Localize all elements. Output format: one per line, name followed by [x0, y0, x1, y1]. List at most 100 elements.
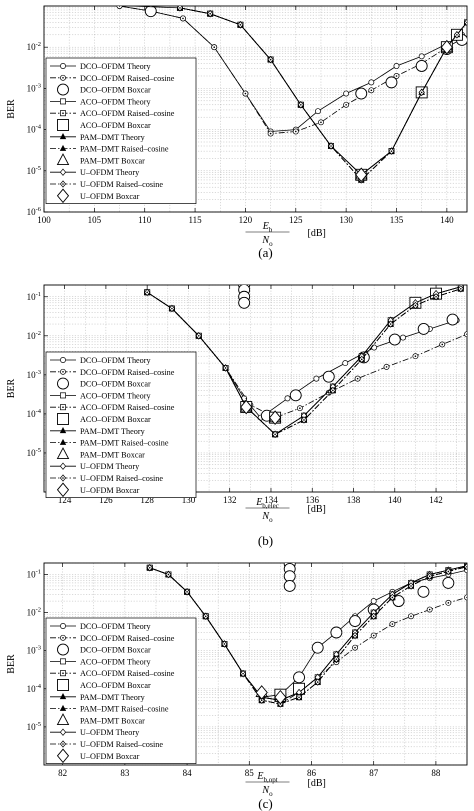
y-tick-label: 10-2 — [27, 330, 41, 341]
data-point-center — [395, 75, 398, 77]
legend-entry: U–OFDM Boxcar — [80, 752, 140, 761]
data-point-center — [118, 6, 121, 7]
data-point-center — [441, 343, 444, 346]
x-tick-label: 134 — [264, 495, 278, 505]
legend-entry: ACO–OFDM Theory — [80, 97, 151, 106]
data-point-center — [242, 672, 244, 675]
data-point — [283, 579, 296, 592]
data-point-center — [466, 596, 467, 599]
data-point-center — [447, 602, 450, 604]
data-point-center — [332, 389, 334, 392]
data-point — [349, 615, 361, 627]
y-axis-label: BER — [6, 378, 17, 398]
data-point-center — [260, 699, 263, 702]
data-point-center — [298, 696, 300, 699]
plot-frame — [43, 284, 468, 493]
data-point-center — [356, 377, 359, 380]
data-point — [392, 595, 405, 608]
legend-entry: ACO–OFDM Raised–cosine — [80, 109, 175, 118]
data-point-center — [62, 707, 64, 710]
data-point — [60, 392, 66, 399]
data-point-center — [360, 358, 363, 361]
data-point — [446, 313, 459, 326]
data-point — [388, 333, 401, 346]
data-point-center — [435, 295, 437, 298]
data-point — [464, 331, 467, 338]
data-point-center — [197, 335, 200, 337]
data-point-center — [370, 89, 373, 92]
data-point-center — [224, 367, 227, 369]
data-point-center — [447, 570, 450, 573]
data-point — [41, 0, 46, 5]
data-point-center — [456, 33, 458, 36]
plot-area — [143, 285, 467, 438]
y-tick-label: 10-4 — [27, 683, 42, 694]
x-tick-label: 140 — [388, 495, 402, 505]
data-point — [255, 685, 268, 700]
data-point-center — [385, 366, 388, 368]
x-tick-label: 105 — [88, 215, 102, 225]
data-point — [57, 377, 69, 390]
data-point-center — [300, 103, 302, 106]
data-point — [56, 748, 70, 764]
legend: DCO–OFDM Theory DCO–OFDM Raised–cosine DCO… — [45, 57, 197, 204]
legend-entry: DCO–OFDM Raised–cosine — [80, 74, 175, 83]
data-point-center — [420, 91, 423, 94]
data-point-center — [269, 132, 272, 135]
legend-box — [45, 351, 197, 498]
legend-entry: DCO–OFDM Raised–cosine — [80, 368, 175, 377]
data-point-center — [62, 406, 64, 409]
data-point-center — [239, 23, 242, 26]
data-point-center — [209, 12, 211, 15]
data-point — [385, 76, 398, 89]
data-point-center — [372, 615, 375, 618]
legend-entry: PAM–DMT Boxcar — [80, 156, 145, 165]
data-point-center — [327, 391, 330, 394]
x-tick-label: 140 — [440, 215, 454, 225]
data-point — [313, 375, 320, 382]
legend-entry: DCO–OFDM Boxcar — [80, 380, 151, 389]
series-line — [119, 6, 463, 135]
y-tick-label: 10-1 — [27, 568, 41, 579]
data-point — [59, 728, 67, 736]
data-point-center — [146, 291, 148, 294]
x-axis-label-numerator: Eb,elec — [255, 497, 279, 510]
data-point — [59, 462, 67, 470]
x-tick-label: 88 — [431, 768, 441, 778]
data-point-center — [414, 304, 417, 307]
data-point-center — [204, 615, 207, 618]
data-point — [59, 133, 67, 140]
data-point — [463, 563, 467, 571]
x-tick-label: 115 — [188, 215, 202, 225]
data-point — [57, 413, 69, 425]
x-tick-label: 120 — [239, 215, 253, 225]
x-tick-label: 83 — [120, 768, 130, 778]
data-point — [56, 482, 70, 498]
x-axis-label-numerator: Eb — [262, 221, 273, 234]
legend: DCO–OFDM Theory DCO–OFDM Raised–cosine DCO… — [45, 617, 197, 764]
legend-entry: U–OFDM Theory — [80, 462, 140, 471]
data-point — [368, 79, 375, 86]
data-point-center — [244, 92, 247, 95]
data-point — [322, 370, 335, 383]
x-axis-label-denominator: No — [261, 785, 273, 798]
legend-entry: ACO–OFDM Raised–cosine — [80, 403, 175, 412]
x-axis-label-numerator: Eb,opt — [256, 771, 277, 784]
x-axis-label-unit: [dB] — [308, 504, 326, 515]
legend-entry: DCO–OFDM Theory — [80, 62, 151, 71]
data-point — [343, 90, 350, 97]
data-point — [56, 447, 70, 459]
legend-entry: U–OFDM Boxcar — [80, 486, 140, 495]
legend-entry: DCO–OFDM Boxcar — [80, 646, 151, 655]
x-axis-label-denominator: No — [261, 511, 273, 524]
data-point — [440, 39, 453, 55]
data-point-center — [466, 565, 467, 568]
series-line — [149, 566, 467, 705]
data-point-center — [62, 183, 64, 185]
y-tick-label: 10-2 — [27, 607, 41, 618]
data-point — [60, 63, 66, 69]
data-point — [311, 641, 324, 654]
plot-area — [146, 563, 467, 708]
data-point — [371, 344, 378, 351]
data-point — [417, 322, 430, 335]
